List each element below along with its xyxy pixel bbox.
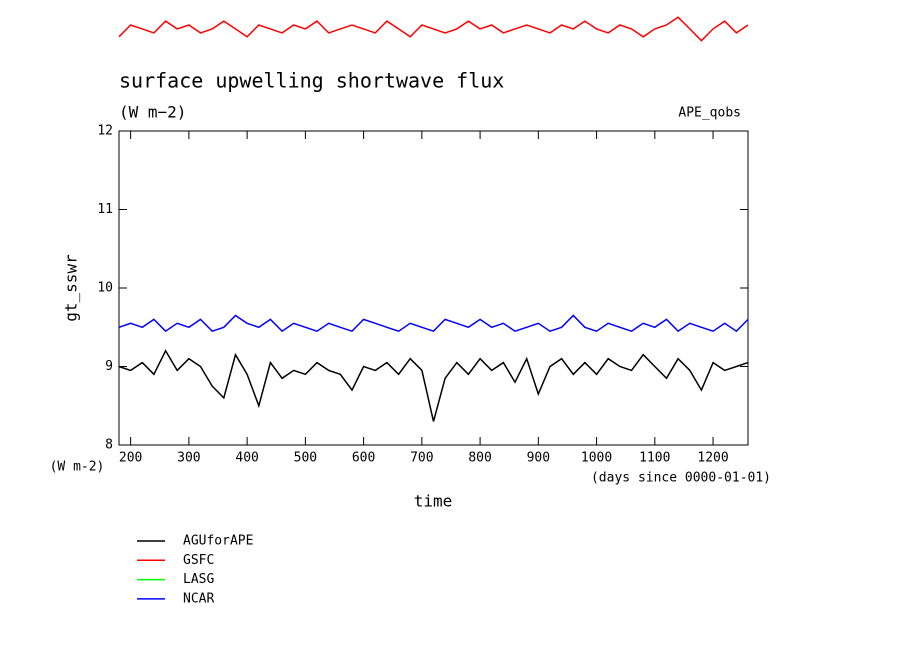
x-tick-label: 700 <box>410 451 433 466</box>
y-units: (W m-2) <box>50 460 105 475</box>
legend-label: GSFC <box>183 553 214 568</box>
x-units: (days since 0000-01-01) <box>591 471 771 486</box>
x-tick-label: 1000 <box>581 451 612 466</box>
x-tick-label: 500 <box>294 451 317 466</box>
series-line <box>118 314 749 333</box>
x-tick-label: 800 <box>468 451 491 466</box>
x-tick-label: 600 <box>352 451 375 466</box>
x-tick-label: 400 <box>235 451 258 466</box>
x-tick-label: 1100 <box>639 451 670 466</box>
x-tick-label: 1200 <box>697 451 728 466</box>
units: (W m−2) <box>119 103 186 122</box>
y-tick-label: 8 <box>105 438 113 453</box>
y-tick-label: 12 <box>97 124 113 139</box>
legend-label: LASG <box>183 572 214 587</box>
x-tick-label: 200 <box>119 451 142 466</box>
chart-title: surface upwelling shortwave flux <box>119 69 504 93</box>
plot-frame <box>118 130 749 446</box>
series-line <box>118 349 749 422</box>
y-tick-label: 9 <box>105 359 113 374</box>
annotation: APE_qobs <box>678 106 741 121</box>
legend-label: NCAR <box>183 591 214 606</box>
x-tick-label: 300 <box>177 451 200 466</box>
y-tick-label: 10 <box>97 281 113 296</box>
x-tick-label: 900 <box>527 451 550 466</box>
series-line <box>118 16 749 42</box>
x-axis-label: time <box>414 492 453 511</box>
y-axis-label: gt_sswr <box>62 254 81 322</box>
y-tick-label: 11 <box>97 202 113 217</box>
legend-label: AGUforAPE <box>183 534 253 549</box>
